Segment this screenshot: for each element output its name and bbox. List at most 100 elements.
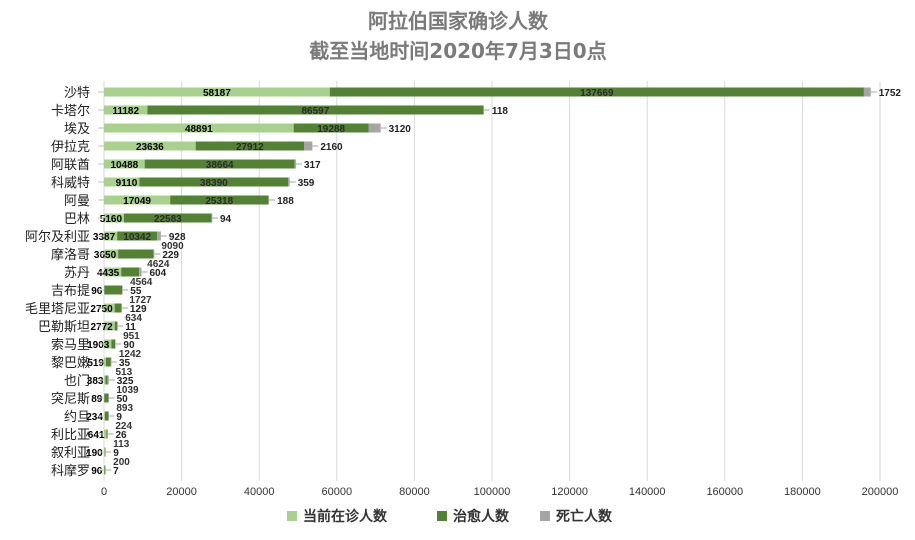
category-labels: 沙特卡塔尔埃及伊拉克阿联酋科威特阿曼巴林阿尔及利亚摩洛哥苏丹吉布提毛里塔尼亚巴勒…	[25, 86, 104, 479]
category-label: 卡塔尔	[51, 104, 90, 119]
data-label: 604	[149, 268, 166, 279]
category-label: 埃及	[64, 122, 90, 137]
data-label: 2772	[91, 322, 114, 333]
bar-segment	[104, 141, 196, 151]
data-label: 928	[169, 232, 186, 243]
data-label: 38390	[200, 178, 228, 189]
data-label: 3387	[93, 232, 116, 243]
bar-segment	[104, 447, 105, 457]
bar-segment	[105, 375, 108, 385]
bar-segment	[114, 303, 122, 313]
bar-segment	[211, 213, 213, 223]
data-label: 86597	[301, 106, 329, 117]
data-label: 1903	[87, 340, 110, 351]
data-label: 893	[116, 403, 133, 414]
bar-segment	[117, 231, 158, 241]
data-label: 89	[91, 394, 103, 405]
data-label: 48891	[185, 124, 213, 135]
data-label: 5160	[100, 214, 123, 225]
bar-segment	[104, 213, 125, 223]
data-label: 9	[116, 412, 122, 423]
data-label: 96	[91, 286, 103, 297]
data-label: 9090	[161, 241, 184, 252]
bar-segment	[104, 195, 171, 205]
bar-segment	[104, 411, 105, 421]
data-label: 10342	[123, 232, 151, 243]
bar-segment	[104, 123, 294, 133]
category-label: 苏丹	[64, 265, 90, 281]
x-tick-label: 80000	[399, 486, 430, 498]
bar-segment	[294, 159, 296, 169]
x-tick-label: 40000	[244, 486, 275, 498]
x-tick-label: 120000	[551, 486, 588, 498]
data-label: 641	[88, 430, 105, 441]
bar-segment	[104, 411, 109, 421]
bar-segment	[139, 267, 142, 277]
data-label: 188	[277, 196, 294, 207]
category-label: 巴林	[64, 212, 90, 227]
bars: 58187 137669 1752 11182 86597 118 48891 19288 31…	[86, 87, 901, 477]
data-label: 1039	[116, 385, 139, 396]
category-label: 摩洛哥	[51, 247, 90, 263]
data-label: 27912	[236, 142, 264, 153]
bar-segment	[139, 177, 289, 187]
bar-segment	[121, 267, 140, 277]
bar-segment	[104, 375, 106, 385]
bar-segment	[304, 141, 313, 151]
bar-segment	[157, 231, 161, 241]
x-tick-label: 0	[101, 486, 107, 498]
bar-segment	[104, 465, 105, 475]
bar-segment	[104, 159, 145, 169]
category-label: 也门	[64, 374, 90, 389]
data-label: 26	[115, 430, 127, 441]
x-tick-label: 160000	[706, 486, 743, 498]
bar-segment	[368, 123, 381, 133]
data-label: 19288	[317, 124, 345, 135]
bar-segment	[329, 87, 864, 97]
data-label: 224	[115, 421, 132, 432]
chart-subtitle: 截至当地时间2020年7月3日0点	[309, 39, 606, 63]
category-label: 阿联酋	[51, 157, 90, 173]
data-label: 137669	[580, 88, 614, 99]
bar-segment	[288, 177, 290, 187]
data-label: 96	[91, 466, 103, 477]
category-label: 吉布提	[51, 283, 90, 299]
bar-segment	[104, 465, 106, 475]
data-label: 513	[115, 367, 132, 378]
data-label: 3650	[94, 250, 117, 261]
x-tick-label: 20000	[166, 486, 197, 498]
data-label: 190	[86, 448, 103, 459]
data-label: 4564	[130, 277, 153, 288]
category-label: 索马里	[51, 338, 90, 353]
bar-segment	[114, 321, 118, 331]
bar-segment	[106, 429, 108, 439]
data-label: 229	[162, 250, 179, 261]
data-label: 4624	[147, 259, 170, 270]
legend-swatch	[540, 511, 550, 521]
bar-segment	[104, 285, 105, 295]
data-label: 359	[298, 178, 315, 189]
data-label: 234	[86, 412, 103, 423]
bar-segment	[104, 177, 140, 187]
data-label: 383	[87, 376, 104, 387]
bar-segment	[144, 159, 295, 169]
data-label: 90	[123, 340, 135, 351]
bar-segment	[170, 195, 269, 205]
x-tick-labels: 0 20000 40000 60000 80000 100000 120000 140000 1…	[101, 486, 898, 498]
bar-segment	[106, 357, 111, 367]
bar-segment	[104, 231, 118, 241]
data-label: 35	[119, 358, 131, 369]
category-label: 叙利亚	[51, 446, 90, 461]
bar-segment	[104, 447, 106, 457]
data-label: 129	[130, 304, 147, 315]
chart-title: 阿拉伯国家确诊人数	[368, 9, 549, 33]
bar-segment	[153, 249, 155, 259]
bar-segment	[118, 249, 154, 259]
data-label: 200	[113, 457, 130, 468]
category-label: 巴勒斯坦	[38, 320, 90, 335]
data-label: 317	[304, 160, 321, 171]
data-label: 22583	[154, 214, 182, 225]
bar-segment	[104, 393, 105, 403]
